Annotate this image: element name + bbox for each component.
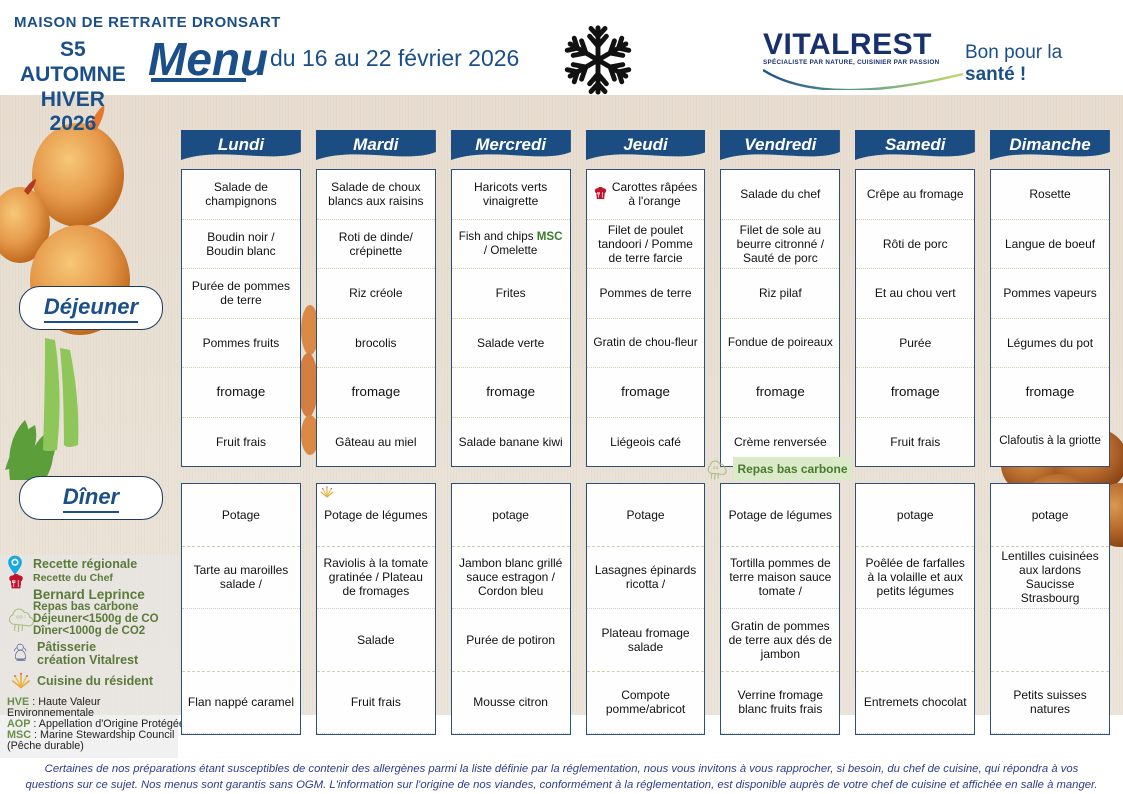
svg-text:2: 2	[720, 467, 722, 469]
svg-text:CO: CO	[16, 614, 23, 619]
svg-text:2: 2	[24, 614, 26, 618]
svg-text:CO: CO	[713, 466, 719, 470]
